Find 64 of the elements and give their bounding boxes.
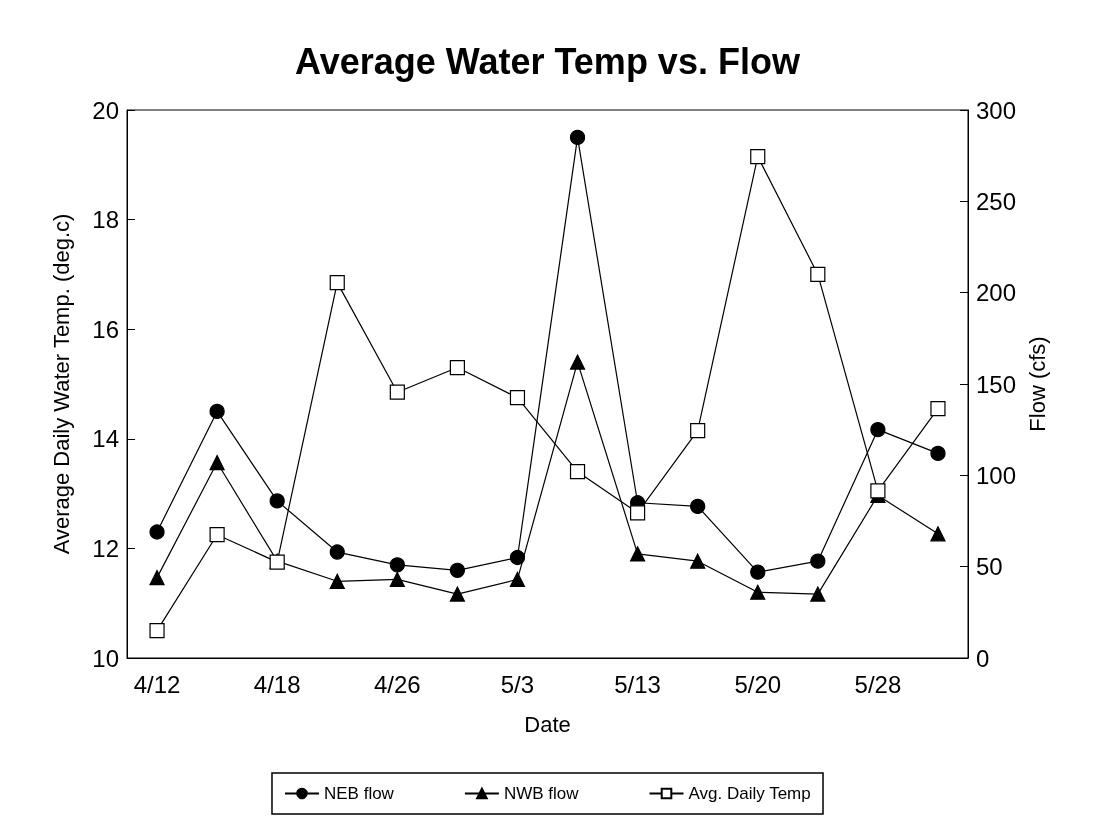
point: [389, 557, 405, 573]
x-tick-label: 5/13: [614, 670, 661, 698]
point: [569, 129, 586, 145]
y2-axis-title: Flow (cfs): [1025, 336, 1051, 432]
point: [449, 562, 465, 578]
y2-tick-label: 200: [976, 279, 1017, 307]
point: [269, 493, 285, 509]
point: [630, 505, 646, 521]
y-axis-title: Average Daily Water Temp. (deg.c): [48, 213, 74, 555]
point: [389, 571, 405, 588]
x-tick-label: 4/18: [253, 670, 301, 698]
point: [690, 422, 706, 439]
y2-tick-label: 100: [976, 461, 1017, 489]
chart-title: Average Water Temp vs. Flow: [295, 40, 801, 82]
y-tick-label: 20: [92, 96, 119, 124]
x-tick-label: 5/28: [854, 670, 902, 698]
point: [209, 454, 225, 471]
point: [810, 586, 826, 602]
point: [930, 526, 946, 542]
y-tick-label: 14: [92, 425, 119, 453]
point: [389, 384, 405, 400]
point: [930, 445, 946, 462]
point: [569, 464, 586, 480]
point: [149, 524, 165, 540]
point: [810, 553, 826, 569]
point: [329, 275, 345, 291]
point: [810, 266, 826, 282]
point: [930, 401, 946, 417]
y2-tick-label: 150: [976, 370, 1017, 398]
y-tick-label: 16: [92, 315, 119, 343]
point: [449, 359, 465, 376]
y2-tick-label: 0: [976, 644, 990, 672]
y2-tick-label: 300: [976, 96, 1017, 124]
point: [690, 553, 706, 569]
y-tick-label: 10: [92, 644, 119, 672]
point: [690, 498, 706, 514]
point: [870, 483, 886, 499]
point: [209, 403, 225, 419]
point: [750, 148, 766, 165]
y2-tick-label: 50: [976, 553, 1003, 581]
point: [509, 549, 526, 566]
point: [870, 422, 886, 438]
y-tick-label: 18: [92, 206, 119, 234]
y2-tick-label: 250: [976, 187, 1017, 215]
point: [509, 390, 526, 406]
x-tick-label: 5/3: [500, 670, 535, 698]
point: [750, 564, 766, 580]
point: [750, 584, 766, 600]
point: [329, 544, 345, 560]
y-tick-label: 12: [92, 534, 119, 562]
point: [149, 570, 165, 586]
point: [569, 354, 586, 370]
point: [509, 571, 526, 588]
x-axis-title: Date: [524, 711, 571, 737]
x-tick-label: 4/26: [373, 670, 421, 698]
x-tick-label: 5/20: [734, 670, 782, 698]
point: [630, 546, 646, 562]
x-tick-label: 4/12: [133, 670, 181, 698]
point: [209, 527, 225, 543]
legend-label: NWB flow: [503, 784, 580, 803]
legend-label: NEB flow: [323, 784, 395, 803]
point: [329, 573, 345, 589]
point: [449, 586, 465, 602]
legend-label: Avg. Daily Temp: [688, 784, 811, 803]
